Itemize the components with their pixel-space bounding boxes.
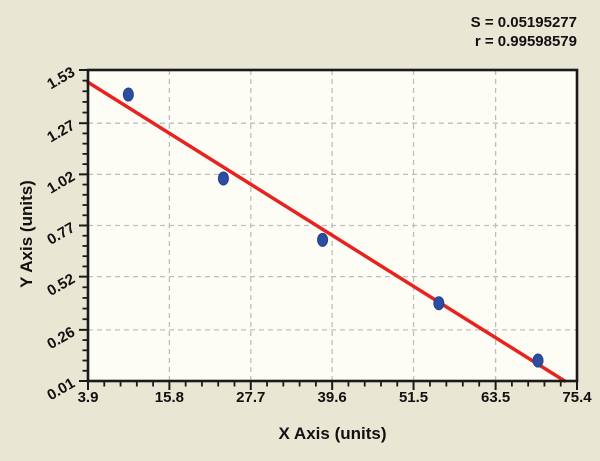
x-tick-label: 75.4 bbox=[562, 389, 592, 406]
y-tick-label: 0.52 bbox=[44, 270, 78, 299]
x-tick-label: 3.9 bbox=[78, 389, 99, 406]
data-point bbox=[433, 296, 445, 311]
y-tick-label: 0.77 bbox=[44, 219, 78, 248]
data-point bbox=[317, 232, 329, 247]
x-tick-label: 39.6 bbox=[318, 389, 347, 406]
data-point bbox=[217, 171, 229, 186]
data-point bbox=[122, 87, 134, 102]
y-tick-label: 1.53 bbox=[44, 64, 78, 93]
data-point bbox=[532, 353, 544, 368]
r-value-label: r = 0.99598579 bbox=[474, 33, 577, 50]
y-tick-label: 1.02 bbox=[44, 168, 78, 197]
stats-annotation: S = 0.05195277 r = 0.99598579 bbox=[471, 13, 577, 51]
y-tick-label: 0.01 bbox=[44, 375, 78, 404]
x-tick-label: 15.8 bbox=[155, 389, 184, 406]
x-tick-label: 63.5 bbox=[481, 389, 510, 406]
y-axis-title: Y Axis (units) bbox=[17, 180, 36, 288]
x-tick-label: 27.7 bbox=[236, 389, 265, 406]
s-value-label: S = 0.05195277 bbox=[470, 14, 577, 31]
regression-line bbox=[86, 80, 567, 383]
x-axis-title: X Axis (units) bbox=[278, 424, 387, 443]
y-tick-label: 0.26 bbox=[44, 324, 78, 353]
x-tick-label: 51.5 bbox=[399, 389, 428, 406]
y-tick-label: 1.27 bbox=[44, 117, 78, 146]
